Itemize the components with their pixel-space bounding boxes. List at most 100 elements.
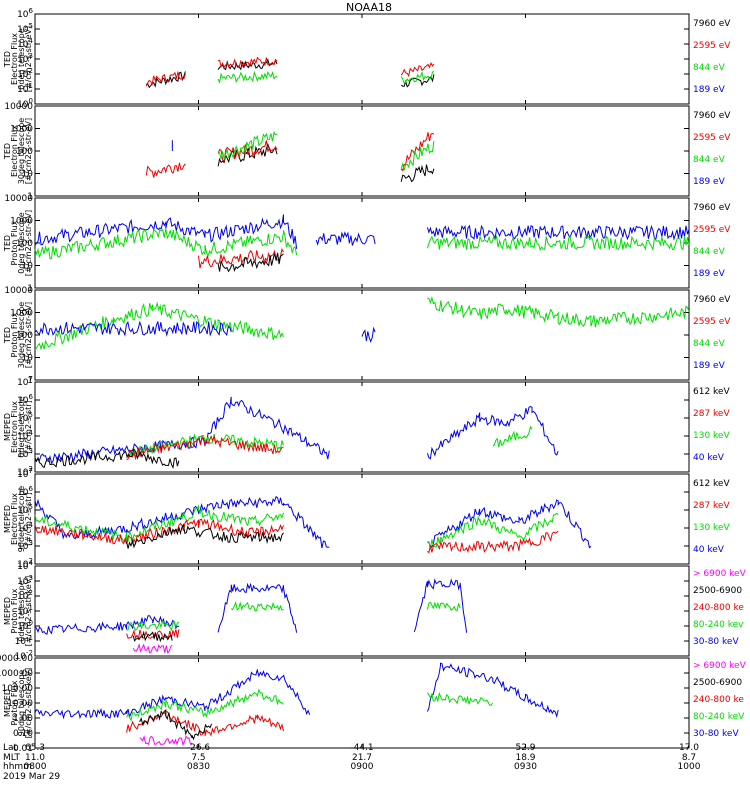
footer-value: 21.7 — [352, 753, 372, 763]
y-tick-label: 102 — [17, 67, 33, 80]
y-tick-label: 100 — [17, 97, 33, 110]
panel-frame — [34, 473, 690, 565]
y-tick-label: 100 — [17, 619, 33, 632]
y-tick-label: 102 — [17, 557, 33, 570]
legend-label: 612 keV — [693, 387, 730, 397]
y-axis-label: Proton Flux — [10, 220, 19, 265]
series-240-800-ke — [126, 629, 180, 640]
y-tick-label: 1000 — [10, 125, 33, 135]
y-tick-label: 100 — [16, 147, 33, 157]
y-tick-label: 1 — [27, 192, 33, 202]
series-2595-ev — [145, 132, 435, 178]
y-tick-label: 10-2 — [15, 649, 33, 662]
legend-label: 844 eV — [693, 63, 726, 73]
series-80-240-kev — [126, 600, 461, 632]
y-tick-label: 107 — [17, 375, 33, 388]
series-line — [218, 56, 278, 69]
series-844-ev — [217, 70, 435, 84]
y-tick-label: 104 — [17, 37, 33, 50]
series-line — [426, 224, 690, 241]
y-axis-label: Proton Flux — [10, 312, 19, 357]
series-189-ev — [34, 320, 376, 343]
y-tick-label: 100 — [16, 239, 33, 249]
series-line — [315, 231, 376, 246]
y-tick-label: 106 — [17, 7, 33, 20]
y-axis-label: 90deg telescope — [17, 670, 26, 737]
y-tick-label: 10.00 — [7, 699, 33, 709]
series-612-kev — [34, 448, 180, 470]
series-line — [145, 70, 186, 87]
series-2595-ev — [145, 56, 435, 87]
panel-frame — [34, 105, 690, 197]
series-line — [361, 326, 376, 343]
legend-label: 189 eV — [693, 269, 726, 279]
y-axis-label: [#/cm2-s-str] — [24, 492, 33, 545]
y-axis-label: Electron Flux — [10, 493, 19, 545]
series-line — [217, 130, 278, 160]
y-tick-label: 104 — [17, 521, 33, 534]
y-axis-label: MEPED — [3, 505, 12, 533]
footer-value: 8.7 — [682, 753, 696, 763]
series-line — [400, 132, 435, 172]
y-tick-label: 10 — [22, 262, 34, 272]
series-line — [426, 662, 559, 718]
y-tick-label: 1 — [27, 376, 33, 386]
series-line — [34, 448, 180, 470]
legend-label: 7960 eV — [693, 295, 731, 305]
y-axis-label: Electron Flux — [10, 401, 19, 453]
y-tick-label: 105 — [17, 503, 33, 516]
series-line — [427, 499, 592, 550]
legend-label: 130 keV — [693, 431, 730, 441]
panel-meped-p-90: 0.01 0.10 1.00 10.00 100.00 1000.00 10000.00 ME… — [0, 654, 747, 754]
y-tick-label: 101 — [17, 604, 33, 617]
series-130-kev — [34, 504, 559, 550]
footer-value: 52.9 — [515, 743, 535, 753]
series-40-kev — [34, 396, 559, 465]
series-189-ev — [34, 214, 690, 249]
series-line — [34, 227, 298, 260]
legend-label: 612 keV — [693, 479, 730, 489]
series-2595-ev — [198, 248, 284, 269]
series-line — [427, 295, 690, 328]
series-line — [230, 600, 284, 612]
y-axis-label: [#/cm2-s-str-eV] — [24, 26, 33, 92]
panel-frame — [34, 381, 690, 473]
y-axis-label: 30deg telescope — [17, 302, 26, 369]
legend-label: 240-800 ke — [693, 695, 744, 705]
y-axis-label: Electron Flux — [10, 125, 19, 177]
y-tick-label: 1.00 — [13, 714, 33, 724]
legend-label: 40 keV — [693, 545, 725, 555]
legend-label: 7960 eV — [693, 111, 731, 121]
legend-label: 287 keV — [693, 409, 730, 419]
panel-frame — [34, 13, 690, 105]
series-30-80-kev — [34, 578, 468, 635]
legend-label: 2595 eV — [693, 317, 731, 327]
legend-label: 287 keV — [693, 501, 730, 511]
footer-value: 1000 — [678, 762, 701, 772]
y-axis-label: TED — [3, 143, 12, 160]
y-tick-label: 102 — [17, 589, 33, 602]
series-line — [427, 512, 559, 550]
legend-label: 189 eV — [693, 85, 726, 95]
y-axis-label: Electron Flux — [10, 33, 19, 85]
series-line — [217, 252, 284, 273]
y-axis-label: [#/cm2-s-str-keV] — [24, 668, 33, 739]
y-axis-label: TED — [3, 235, 12, 252]
y-axis-label: [#/cm2-s-str] — [24, 400, 33, 453]
series-line — [426, 405, 559, 460]
footer-value: 0900 — [351, 762, 374, 772]
panel-frame — [34, 289, 690, 381]
footer-label-hhmm: hhmm — [3, 762, 32, 772]
y-tick-label: 10 — [22, 170, 34, 180]
y-tick-label: 1000.00 — [0, 669, 33, 679]
series-80-240-kev — [126, 688, 494, 722]
legend-label: 2595 eV — [693, 41, 731, 51]
footer-value: 0830 — [187, 762, 210, 772]
footer-value: 7.5 — [191, 753, 205, 763]
